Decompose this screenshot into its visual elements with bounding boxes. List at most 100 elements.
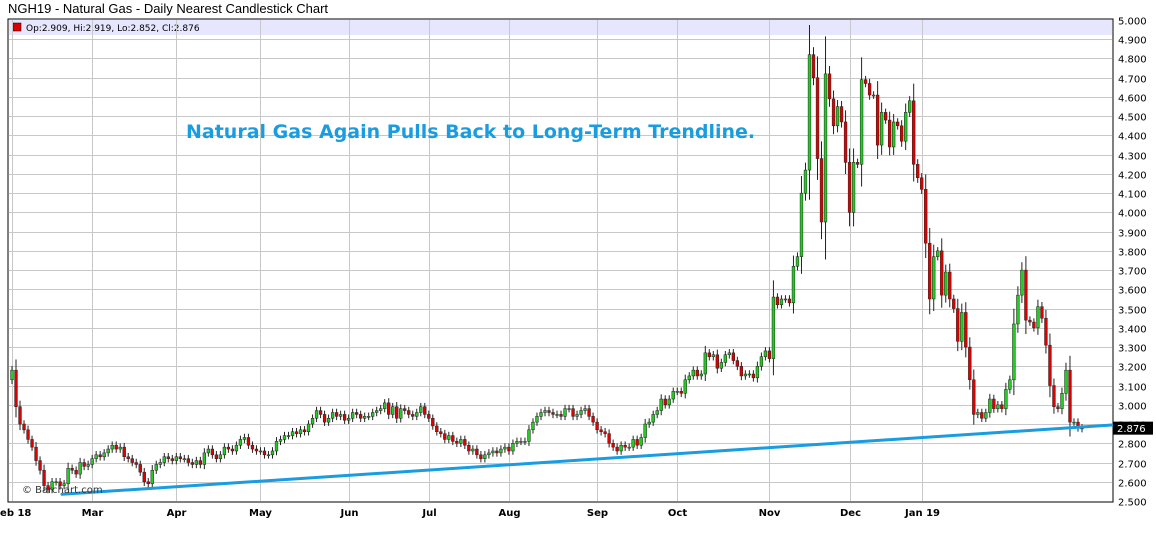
candle [230,445,235,455]
candle-body [194,460,198,465]
candle [607,429,611,448]
candle-body [222,446,227,456]
candle [507,443,511,455]
candle-body [783,298,788,301]
candle-body [1068,369,1072,423]
candle [763,347,768,361]
candle [411,410,415,421]
candle-body [699,373,703,377]
candle [423,402,427,419]
candle [651,410,655,426]
candle-body [759,356,764,367]
candle-body [186,458,190,463]
candle-body [499,448,503,454]
candle [827,65,832,107]
candle [843,110,848,174]
candle [286,431,291,440]
candle-body [811,54,816,78]
candle-body [960,312,964,342]
candle-body [731,352,736,361]
candle-body [611,443,615,448]
candle [980,408,984,423]
candle [242,433,247,444]
candle [58,477,62,490]
candle [695,366,699,380]
candle-body [936,250,940,257]
candle [226,443,231,453]
candle-body [1052,385,1056,407]
y-tick-label: 3.200 [1118,363,1147,374]
candle-body [879,112,884,146]
candle-body [695,369,699,377]
candle-body [871,94,876,97]
candle-body [599,429,603,432]
candle-body [142,471,146,483]
candle [162,452,166,467]
candle [795,252,800,271]
candle [719,358,723,373]
candle-body [992,398,996,409]
candle-body [739,366,744,377]
candle [447,431,451,444]
ohlc-header-band [9,20,1112,35]
candle [1056,402,1060,413]
candle [170,454,174,465]
candle [367,412,371,421]
candle-body [495,450,499,454]
x-axis: Feb 18 Mar Apr May Jun Jul Aug Sep Oct Nov Dec Jan … [0,508,940,519]
candle [495,447,499,457]
candle-body [423,406,427,415]
candle [900,120,904,147]
candle [831,90,836,135]
candle-body [206,448,211,454]
candle-body [162,456,166,463]
candle [222,443,227,459]
candle [90,454,94,469]
x-tick-label: May [249,508,272,519]
candle [667,395,671,409]
y-tick-label: 3.800 [1118,248,1147,259]
candle-body [551,412,555,415]
candle-body [346,418,351,421]
candle-body [887,119,892,148]
candle-body [455,441,459,444]
candle-body [110,444,114,450]
candle-body [583,408,587,411]
candle-body [940,250,944,296]
candle-body [996,404,1000,409]
candle-body [619,444,623,452]
candle [855,158,860,169]
candle-body [90,458,94,465]
y-tick-label: 4.400 [1118,132,1147,143]
candle-body [266,454,271,457]
candle [575,410,579,421]
candle-body [310,418,315,425]
candle [491,447,495,457]
candle [278,435,283,446]
candle-body [683,379,687,394]
candle [210,445,215,459]
candle [258,447,263,455]
candle [42,464,46,492]
candle [992,394,996,413]
candle-body [571,408,575,417]
candle-body [182,458,186,460]
candle-body [274,441,279,452]
trendline [60,423,1114,496]
candle [379,404,383,415]
candle-body [539,412,543,417]
candle [944,264,948,303]
candle-body [242,437,247,440]
candle-body [363,416,367,419]
candle [459,435,463,448]
candle-body [547,410,551,413]
candle-body [306,423,311,432]
candle-body [671,391,675,400]
candle [787,295,792,307]
y-tick-label: 4.600 [1118,94,1147,105]
candle [419,402,423,417]
candle [342,410,347,424]
candle-body [1028,319,1032,323]
y-tick-label: 3.300 [1118,344,1147,355]
candle [643,418,647,443]
